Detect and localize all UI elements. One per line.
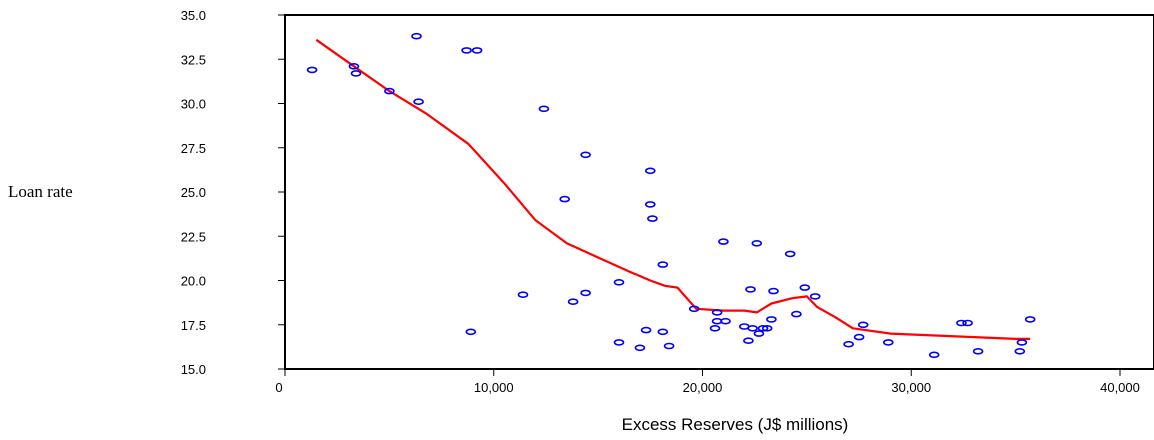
data-point: [663, 342, 675, 350]
data-point: [711, 309, 723, 316]
data-point: [799, 284, 811, 291]
data-point: [928, 351, 940, 359]
data-point: [757, 324, 769, 332]
data-point: [1016, 339, 1028, 346]
data-point: [956, 319, 967, 327]
data-point: [853, 333, 865, 341]
data-point: [972, 347, 984, 355]
data-point: [857, 321, 869, 329]
data-point: [761, 324, 773, 332]
data-point: [657, 261, 669, 268]
data-point: [413, 98, 424, 105]
x-axis-ticks: 0 10,000 20,000 30,000 40,000: [275, 369, 1140, 395]
data-point: [644, 201, 656, 208]
x-tick-label: 0: [275, 380, 282, 395]
y-tick-label: 15.0: [181, 362, 206, 377]
y-tick-label: 20.0: [181, 274, 206, 289]
data-point: [1014, 347, 1026, 355]
data-point: [634, 344, 646, 352]
fit-line-layer: [315, 38, 1031, 340]
y-tick-label: 17.5: [181, 318, 206, 333]
data-point: [768, 287, 779, 295]
fit-line: [315, 38, 1031, 340]
data-point: [580, 151, 591, 159]
data-point: [538, 105, 550, 113]
data-point: [580, 289, 591, 297]
data-point: [306, 66, 318, 74]
data-point: [718, 238, 729, 245]
y-tick-label: 30.0: [181, 97, 206, 112]
data-point: [461, 47, 472, 54]
data-point: [709, 324, 721, 332]
y-tick-label: 27.5: [181, 141, 206, 156]
y-tick-label: 22.5: [181, 229, 206, 244]
data-point: [766, 316, 777, 323]
data-point: [567, 298, 579, 306]
scatter-points-layer: [306, 32, 1036, 359]
data-point: [350, 70, 362, 77]
data-point: [809, 293, 821, 300]
data-point: [1024, 316, 1036, 323]
data-point: [962, 319, 973, 327]
data-point: [613, 278, 625, 286]
data-point: [657, 328, 669, 336]
x-tick-label: 30,000: [891, 380, 931, 395]
y-axis-ticks: 15.0 17.5 20.0 22.5 25.0 27.5 30.0 32.5 35.0: [181, 8, 285, 377]
data-point: [753, 330, 765, 337]
plot-frame: [284, 14, 1154, 370]
data-point: [784, 250, 796, 258]
data-point: [745, 286, 756, 293]
data-point: [747, 324, 758, 332]
data-point: [882, 339, 894, 346]
data-point: [471, 47, 483, 54]
data-point: [640, 326, 652, 334]
data-point: [348, 63, 360, 70]
data-point: [720, 317, 731, 325]
data-point: [411, 32, 422, 40]
x-tick-label: 20,000: [683, 380, 723, 395]
data-point: [647, 215, 658, 222]
y-tick-label: 25.0: [181, 185, 206, 200]
data-point: [791, 310, 802, 318]
data-point: [517, 291, 529, 299]
data-point: [751, 240, 763, 247]
y-tick-label: 35.0: [181, 8, 206, 23]
data-point: [465, 328, 477, 336]
data-point: [644, 167, 656, 175]
data-point: [559, 195, 571, 203]
data-point: [613, 339, 625, 346]
data-point: [384, 87, 395, 95]
x-axis-title: Excess Reserves (J$ millions): [622, 415, 849, 434]
x-tick-label: 10,000: [474, 380, 514, 395]
data-point: [688, 305, 700, 313]
y-tick-label: 32.5: [181, 52, 206, 67]
y-axis-title: Loan rate: [8, 182, 73, 201]
data-point: [843, 340, 854, 348]
data-point: [743, 337, 754, 345]
x-tick-label: 40,000: [1100, 380, 1140, 395]
